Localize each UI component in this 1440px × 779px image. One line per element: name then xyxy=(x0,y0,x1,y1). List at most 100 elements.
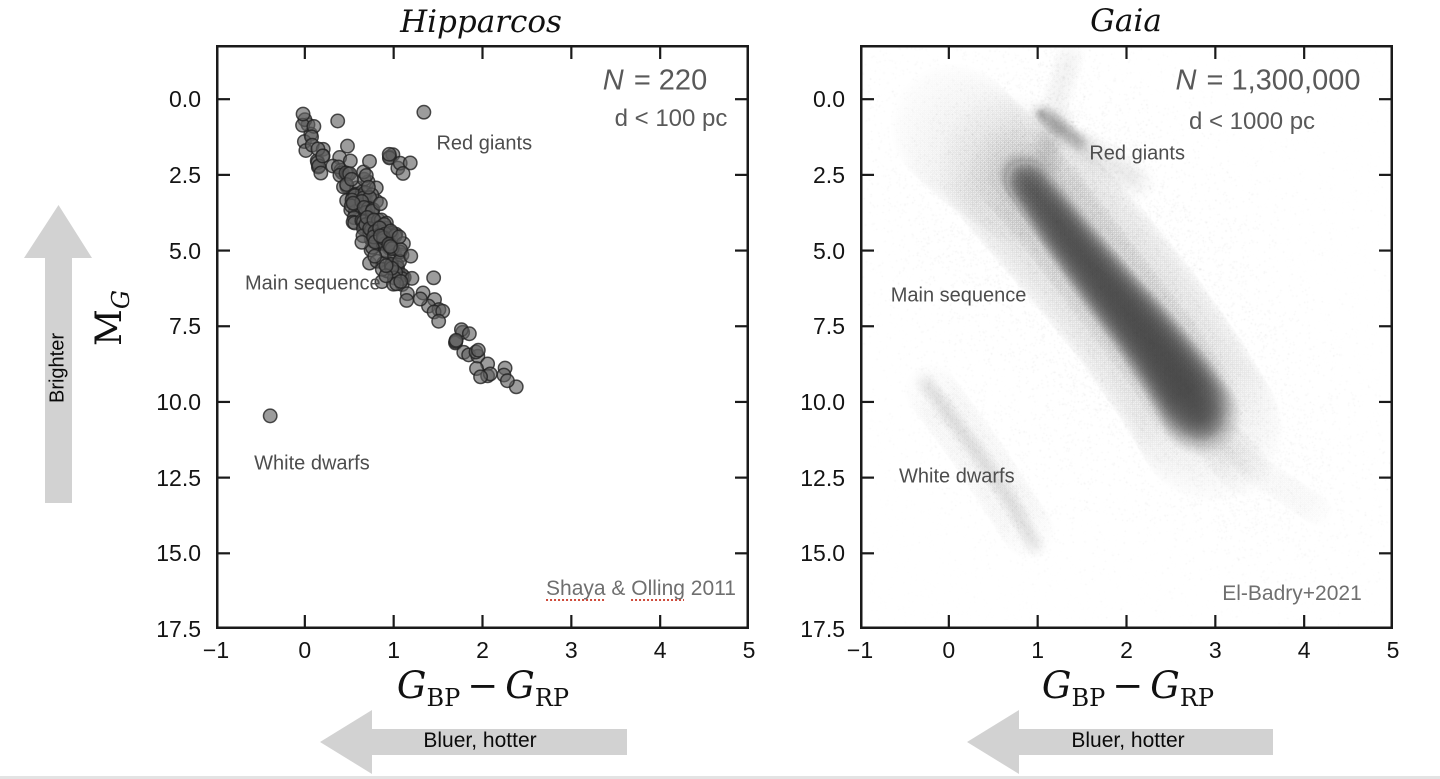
y-tick-label: 5.0 xyxy=(813,237,845,264)
star-point xyxy=(344,171,359,187)
x-tick-label: 2 xyxy=(476,637,489,663)
star-point xyxy=(340,138,355,154)
bluer-hotter-label-left: Bluer, hotter xyxy=(423,729,537,752)
x-tick-label: 3 xyxy=(1208,637,1222,663)
star-point xyxy=(402,155,418,171)
N-symbol: N xyxy=(602,64,624,97)
distance-cut-label: d < 1000 pc xyxy=(1188,108,1316,135)
attribution-text: 2011 xyxy=(684,577,736,600)
annotation-white-dwarfs: White dwarfs xyxy=(899,465,1015,488)
y-tick-label: 15.0 xyxy=(156,540,201,567)
x-axis-label-left: GBP − GRP xyxy=(397,664,569,712)
star-count-label: N = 1,300,000 xyxy=(1175,65,1360,98)
plot-spine xyxy=(216,45,749,629)
annotation-main-sequence: Main sequence xyxy=(245,272,381,295)
star-point xyxy=(416,104,432,120)
x-tick-label: 1 xyxy=(1031,637,1045,663)
slide-bottom-edge xyxy=(0,776,1440,779)
N-value: = 1,300,000 xyxy=(1198,64,1361,97)
star-point xyxy=(431,313,447,329)
x-tick-label: −1 xyxy=(846,637,874,663)
attribution-text: Olling xyxy=(631,577,685,600)
bluer-hotter-label-right: Bluer, hotter xyxy=(1071,729,1185,752)
hipparcos-plot xyxy=(216,45,749,629)
panel-title-gaia: Gaia xyxy=(1090,3,1162,39)
y-tick-label: 5.0 xyxy=(169,237,201,264)
star-point xyxy=(426,270,442,286)
y-tick-label: 2.5 xyxy=(813,161,845,188)
star-point xyxy=(330,113,346,129)
x-axis-label-right: GBP − GRP xyxy=(1042,664,1214,712)
xlabel-sub-BP: BP xyxy=(426,684,461,713)
attribution: El-Badry+2021 xyxy=(1222,582,1362,606)
attribution-text: & xyxy=(605,577,632,600)
star-count-label: N = 220 xyxy=(603,65,707,98)
star-point xyxy=(383,239,398,255)
y-tick-label: 12.5 xyxy=(800,464,845,491)
brighter-arrow-label: Brighter xyxy=(46,332,69,404)
y-tick-label: 10.0 xyxy=(800,388,845,415)
xlabel-G1: G xyxy=(1041,663,1072,707)
x-tick-label: −1 xyxy=(202,637,230,663)
xlabel-minus: − xyxy=(467,663,499,707)
star-point xyxy=(499,373,515,389)
star-point xyxy=(295,106,311,122)
bluer-hotter-arrow-right xyxy=(967,710,1273,774)
hipparcos-axes-frame xyxy=(216,45,749,629)
brighter-arrow xyxy=(24,205,92,503)
gaia-axes-frame xyxy=(860,45,1393,629)
y-tick-label: 2.5 xyxy=(169,161,201,188)
star-point xyxy=(360,179,376,195)
annotation-main-sequence: Main sequence xyxy=(890,284,1027,307)
annotation-red-giants: Red giants xyxy=(1089,142,1185,165)
xlabel-G2: G xyxy=(1150,663,1180,707)
x-tick-label: 1 xyxy=(387,637,401,663)
star-point xyxy=(313,165,329,181)
star-point xyxy=(461,326,477,342)
y-tick-label: 17.5 xyxy=(800,616,845,642)
y-tick-label: 17.5 xyxy=(156,616,201,642)
plot-spine xyxy=(860,45,1393,629)
distance-cut-label: d < 100 pc xyxy=(614,105,728,132)
xlabel-sub-RP: RP xyxy=(534,684,570,713)
star-point xyxy=(473,369,489,385)
xlabel-sub-RP: RP xyxy=(1179,684,1215,713)
attribution: Shaya & Olling 2011 xyxy=(546,577,736,601)
y-tick-label: 0.0 xyxy=(169,86,201,113)
N-value: = 220 xyxy=(625,64,708,97)
star-point xyxy=(395,166,411,181)
star-point xyxy=(412,291,428,307)
x-tick-label: 3 xyxy=(564,637,578,663)
x-tick-label: 4 xyxy=(1297,637,1311,663)
y-tick-label: 0.0 xyxy=(813,86,845,113)
attribution-text: El-Badry+2021 xyxy=(1222,582,1362,605)
star-point xyxy=(403,248,419,264)
annotation-white-dwarfs: White dwarfs xyxy=(254,452,370,475)
star-point xyxy=(315,148,331,164)
xlabel-G1: G xyxy=(396,663,427,707)
x-tick-label: 2 xyxy=(1120,637,1133,663)
xlabel-sub-BP: BP xyxy=(1071,684,1106,713)
star-point xyxy=(448,332,464,348)
gaia-density-map xyxy=(860,45,1393,629)
x-tick-label: 4 xyxy=(653,637,667,663)
star-point xyxy=(262,408,278,424)
xlabel-G2: G xyxy=(505,663,535,707)
star-point xyxy=(470,342,486,358)
star-point xyxy=(381,146,397,162)
y-tick-label: 15.0 xyxy=(800,540,845,567)
y-tick-label: 7.5 xyxy=(169,313,201,340)
N-symbol: N xyxy=(1175,64,1197,97)
y-tick-label: 10.0 xyxy=(156,388,201,415)
annotation-red-giants: Red giants xyxy=(436,132,533,155)
star-point xyxy=(372,196,388,212)
x-tick-label: 5 xyxy=(1386,637,1400,663)
bluer-hotter-arrow-left xyxy=(320,710,627,774)
y-tick-label: 12.5 xyxy=(156,464,201,491)
star-point xyxy=(367,248,383,264)
attribution-text: Shaya xyxy=(546,577,606,600)
star-point xyxy=(378,258,394,274)
ylabel-sub-G: G xyxy=(107,289,136,310)
